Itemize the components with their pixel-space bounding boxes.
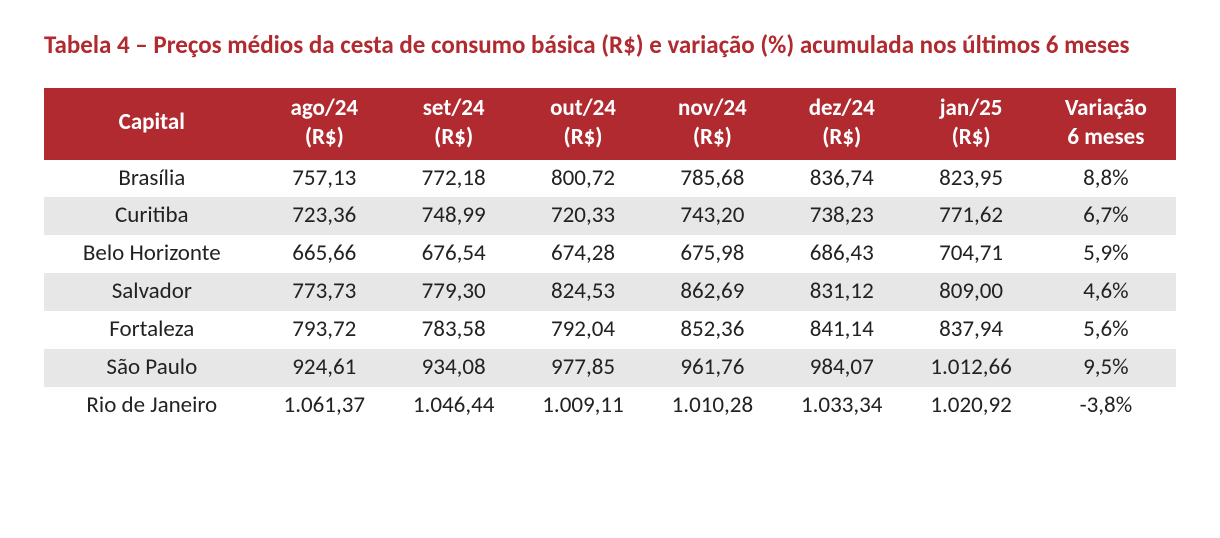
table-header: Capital ago/24 (R$) set/24 (R$) out/24 (… xyxy=(44,88,1176,160)
cell-value: 757,13 xyxy=(260,160,389,198)
cell-value: 772,18 xyxy=(389,160,518,198)
cell-value: 675,98 xyxy=(648,235,777,273)
cell-variation: 8,8% xyxy=(1036,160,1176,198)
table-row: Brasília 757,13 772,18 800,72 785,68 836… xyxy=(44,160,1176,198)
cell-variation: -3,8% xyxy=(1036,387,1176,425)
cell-value: 824,53 xyxy=(518,273,647,311)
cell-value: 809,00 xyxy=(906,273,1035,311)
price-table: Capital ago/24 (R$) set/24 (R$) out/24 (… xyxy=(44,88,1176,425)
cell-value: 831,12 xyxy=(777,273,906,311)
col-header-jan25: jan/25 (R$) xyxy=(906,88,1035,160)
cell-value: 743,20 xyxy=(648,197,777,235)
cell-value: 852,36 xyxy=(648,311,777,349)
cell-capital: Rio de Janeiro xyxy=(44,387,260,425)
cell-value: 665,66 xyxy=(260,235,389,273)
cell-value: 704,71 xyxy=(906,235,1035,273)
cell-value: 1.010,28 xyxy=(648,387,777,425)
cell-value: 800,72 xyxy=(518,160,647,198)
col-header-label: Variação xyxy=(1065,94,1147,122)
cell-value: 738,23 xyxy=(777,197,906,235)
col-header-variacao: Variação 6 meses xyxy=(1036,88,1176,160)
table-row: Rio de Janeiro 1.061,37 1.046,44 1.009,1… xyxy=(44,387,1176,425)
cell-value: 841,14 xyxy=(777,311,906,349)
cell-value: 723,36 xyxy=(260,197,389,235)
table-row: Salvador 773,73 779,30 824,53 862,69 831… xyxy=(44,273,1176,311)
cell-value: 771,62 xyxy=(906,197,1035,235)
cell-value: 785,68 xyxy=(648,160,777,198)
col-header-label: out/24 xyxy=(550,94,616,122)
col-header-label: nov/24 xyxy=(678,94,747,122)
col-header-label: set/24 xyxy=(423,94,485,122)
col-header-label: dez/24 xyxy=(809,94,875,122)
cell-value: 837,94 xyxy=(906,311,1035,349)
cell-capital: São Paulo xyxy=(44,349,260,387)
cell-value: 862,69 xyxy=(648,273,777,311)
cell-variation: 9,5% xyxy=(1036,349,1176,387)
col-header-sublabel: (R$) xyxy=(564,123,603,151)
cell-value: 1.046,44 xyxy=(389,387,518,425)
cell-value: 676,54 xyxy=(389,235,518,273)
cell-value: 1.020,92 xyxy=(906,387,1035,425)
col-header-out24: out/24 (R$) xyxy=(518,88,647,160)
cell-capital: Fortaleza xyxy=(44,311,260,349)
cell-variation: 6,7% xyxy=(1036,197,1176,235)
table-row: Curitiba 723,36 748,99 720,33 743,20 738… xyxy=(44,197,1176,235)
cell-value: 720,33 xyxy=(518,197,647,235)
cell-capital: Curitiba xyxy=(44,197,260,235)
col-header-sublabel: (R$) xyxy=(305,123,344,151)
col-header-set24: set/24 (R$) xyxy=(389,88,518,160)
cell-value: 823,95 xyxy=(906,160,1035,198)
table-row: Fortaleza 793,72 783,58 792,04 852,36 84… xyxy=(44,311,1176,349)
table-header-row: Capital ago/24 (R$) set/24 (R$) out/24 (… xyxy=(44,88,1176,160)
col-header-nov24: nov/24 (R$) xyxy=(648,88,777,160)
cell-capital: Brasília xyxy=(44,160,260,198)
cell-variation: 4,6% xyxy=(1036,273,1176,311)
col-header-sublabel: (R$) xyxy=(434,123,473,151)
cell-value: 686,43 xyxy=(777,235,906,273)
cell-value: 793,72 xyxy=(260,311,389,349)
col-header-sublabel: (R$) xyxy=(693,123,732,151)
col-header-sublabel: (R$) xyxy=(952,123,991,151)
col-header-sublabel: (R$) xyxy=(822,123,861,151)
table-row: São Paulo 924,61 934,08 977,85 961,76 98… xyxy=(44,349,1176,387)
table-row: Belo Horizonte 665,66 676,54 674,28 675,… xyxy=(44,235,1176,273)
cell-value: 748,99 xyxy=(389,197,518,235)
col-header-label: ago/24 xyxy=(290,94,358,122)
col-header-label: jan/25 xyxy=(940,94,1003,122)
cell-value: 1.033,34 xyxy=(777,387,906,425)
cell-value: 1.061,37 xyxy=(260,387,389,425)
cell-variation: 5,6% xyxy=(1036,311,1176,349)
col-header-ago24: ago/24 (R$) xyxy=(260,88,389,160)
cell-value: 779,30 xyxy=(389,273,518,311)
cell-value: 961,76 xyxy=(648,349,777,387)
col-header-dez24: dez/24 (R$) xyxy=(777,88,906,160)
cell-value: 674,28 xyxy=(518,235,647,273)
cell-value: 773,73 xyxy=(260,273,389,311)
col-header-label: Capital xyxy=(119,108,185,136)
cell-value: 924,61 xyxy=(260,349,389,387)
cell-capital: Belo Horizonte xyxy=(44,235,260,273)
document-page: Tabela 4 – Preços médios da cesta de con… xyxy=(0,0,1220,465)
cell-variation: 5,9% xyxy=(1036,235,1176,273)
cell-value: 1.009,11 xyxy=(518,387,647,425)
col-header-capital: Capital xyxy=(44,88,260,160)
cell-value: 783,58 xyxy=(389,311,518,349)
col-header-sublabel: 6 meses xyxy=(1067,123,1144,151)
cell-value: 934,08 xyxy=(389,349,518,387)
cell-value: 836,74 xyxy=(777,160,906,198)
cell-value: 792,04 xyxy=(518,311,647,349)
table-title: Tabela 4 – Preços médios da cesta de con… xyxy=(44,20,1176,70)
cell-capital: Salvador xyxy=(44,273,260,311)
cell-value: 977,85 xyxy=(518,349,647,387)
cell-value: 1.012,66 xyxy=(906,349,1035,387)
cell-value: 984,07 xyxy=(777,349,906,387)
table-body: Brasília 757,13 772,18 800,72 785,68 836… xyxy=(44,160,1176,425)
